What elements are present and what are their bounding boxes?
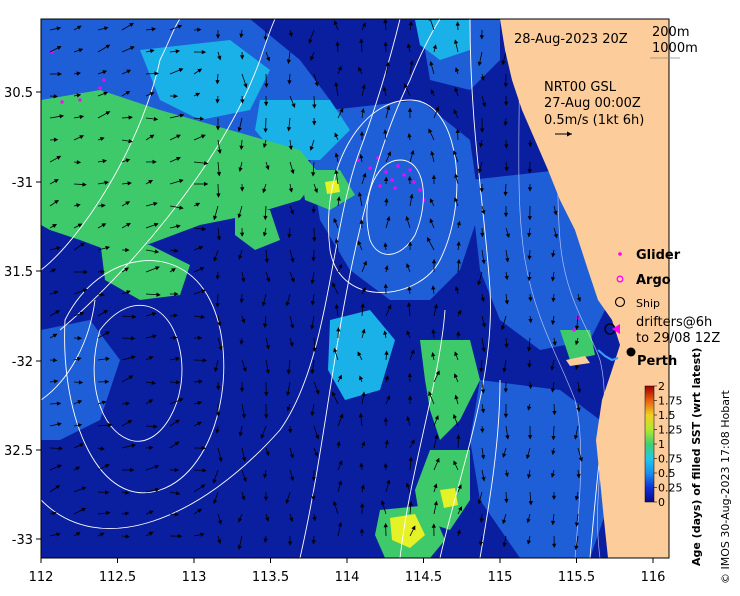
- perth-marker: [627, 348, 636, 357]
- colorbar-tick-label: 0.75: [658, 453, 683, 466]
- glider-mark: [103, 79, 106, 82]
- glider-mark: [419, 189, 422, 192]
- argo-legend-label: Argo: [636, 273, 671, 288]
- glider-mark: [369, 167, 372, 170]
- colorbar-tick-label: 0.25: [658, 482, 683, 495]
- x-axis: 112 112.5 113 113.5 114 114.5 115 115.5 116: [29, 558, 666, 585]
- ship-legend-label: Ship: [636, 297, 660, 310]
- glider-mark: [61, 101, 64, 104]
- colorbar-title: Age (days) of filled SST (wrt latest): [690, 348, 703, 566]
- x-tick-label: 116: [641, 570, 666, 585]
- drifters-legend-label: drifters@6h: [636, 315, 712, 330]
- glider-mark: [403, 174, 406, 177]
- glider-mark: [379, 185, 382, 188]
- isobath-label-1000m: 1000m: [652, 41, 698, 56]
- current-scale-label: 0.5m/s (1kt 6h): [544, 113, 644, 128]
- colorbar-gradient: [645, 386, 654, 502]
- colorbar-tick-label: 1.75: [658, 395, 683, 408]
- x-tick-label: 114.5: [405, 570, 442, 585]
- x-tick-label: 115: [488, 570, 513, 585]
- current-product-label: NRT00 GSL: [544, 80, 617, 95]
- y-tick-label: -31: [12, 176, 33, 191]
- date-label: 28-Aug-2023 20Z: [514, 32, 628, 47]
- x-tick-label: 112.5: [99, 570, 136, 585]
- drifters-legend-label-2: to 29/08 12Z: [636, 331, 720, 346]
- colorbar-tick-label: 1.5: [658, 409, 676, 422]
- y-tick-label: 31.5: [4, 265, 33, 280]
- isobath-label-200m: 200m: [652, 25, 689, 40]
- glider-mark: [413, 181, 416, 184]
- y-tick-label: 30.5: [4, 86, 33, 101]
- glider-legend-label: Glider: [636, 248, 681, 263]
- colorbar-tick-label: 1: [658, 438, 665, 451]
- glider-mark: [385, 171, 388, 174]
- x-tick-label: 113.5: [252, 570, 289, 585]
- glider-mark: [394, 187, 397, 190]
- glider-mark: [409, 169, 412, 172]
- colorbar-tick-label: 0.5: [658, 467, 676, 480]
- y-tick-label: -32: [12, 355, 33, 370]
- glider-mark: [99, 87, 102, 90]
- colorbar-tick-label: 2: [658, 380, 665, 393]
- colorbar-tick-label: 1.25: [658, 424, 683, 437]
- glider-legend-symbol: [618, 252, 622, 256]
- y-axis: 30.5 -31 31.5 -32 32.5 -33: [4, 86, 41, 548]
- current-time-label: 27-Aug 00:00Z: [544, 96, 641, 111]
- glider-mark: [391, 179, 394, 182]
- perth-label: Perth: [637, 354, 677, 369]
- colorbar-tick-label: 0: [658, 496, 665, 509]
- glider-mark: [397, 165, 400, 168]
- x-tick-label: 113: [182, 570, 207, 585]
- x-tick-label: 112: [29, 570, 54, 585]
- glider-mark: [79, 99, 82, 102]
- y-tick-label: -33: [12, 533, 33, 548]
- x-tick-label: 114: [335, 570, 360, 585]
- glider-mark: [423, 199, 426, 202]
- y-tick-label: 32.5: [4, 444, 33, 459]
- credit-text: © IMOS 30-Aug-2023 17:08 Hobart: [719, 390, 732, 584]
- sst-age-colorbar: 2 1.751.5 1.251 0.750.5 0.250: [645, 380, 683, 509]
- x-tick-label: 115.5: [558, 570, 595, 585]
- glider-mark: [573, 329, 576, 332]
